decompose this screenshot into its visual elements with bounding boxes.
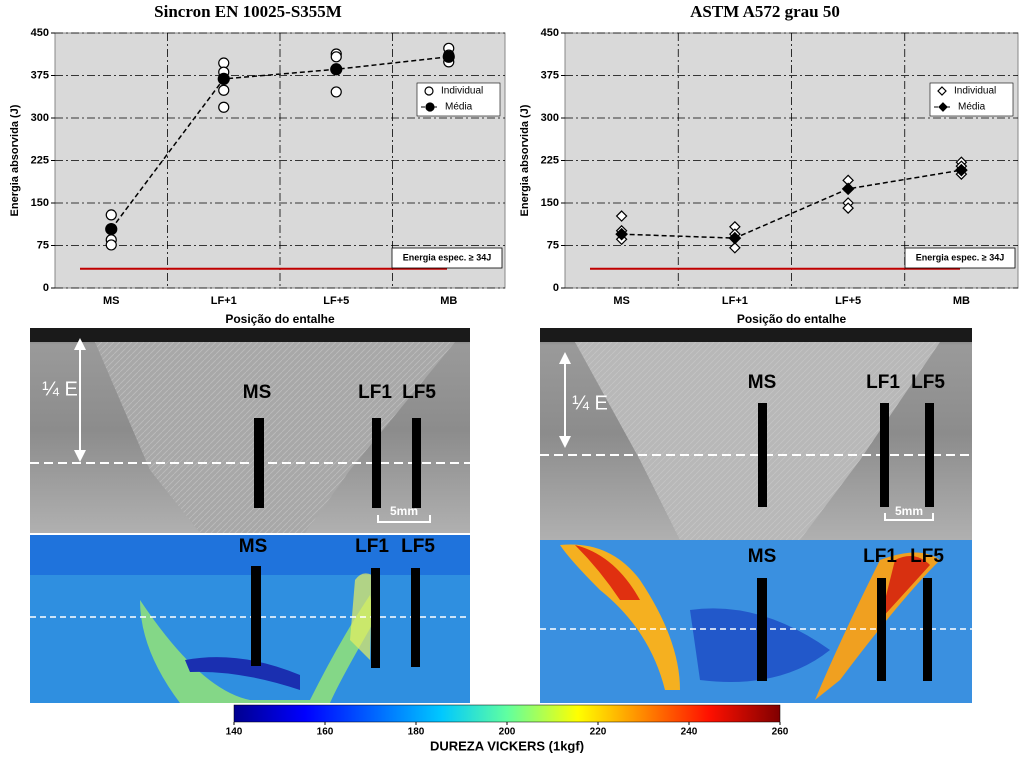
x-tick-label: LF+5 xyxy=(835,295,861,307)
mean-point xyxy=(728,231,742,245)
panel-label: MS xyxy=(243,382,272,403)
x-tick-label: MS xyxy=(613,295,630,307)
x-axis-label: Posição do entalhe xyxy=(737,312,847,326)
y-tick-label: 300 xyxy=(31,112,49,124)
y-tick-label: 300 xyxy=(541,112,559,124)
colorbar-tick-label: 220 xyxy=(590,727,607,738)
individual-point xyxy=(105,239,117,251)
colorbar-tick-label: 180 xyxy=(408,727,425,738)
y-tick-label: 150 xyxy=(31,197,49,209)
threshold-box xyxy=(904,247,1016,269)
y-tick-label: 0 xyxy=(43,282,49,294)
individual-point xyxy=(729,241,741,254)
panel-label: ¼ E xyxy=(572,392,608,414)
threshold-label: Energia espec. ≥ 34J xyxy=(403,252,492,262)
panel-label: LF5 xyxy=(402,382,436,403)
individual-point xyxy=(105,209,117,221)
mean-line xyxy=(621,169,962,239)
y-tick-label: 0 xyxy=(553,282,559,294)
mean-point xyxy=(330,63,343,76)
panel-label: LF5 xyxy=(911,372,945,393)
x-tick-label: LF+1 xyxy=(211,295,237,307)
colorbar-tick-label: 160 xyxy=(317,727,334,738)
legend-marker xyxy=(938,102,948,112)
panel-label: MS xyxy=(748,546,777,567)
y-tick-label: 450 xyxy=(541,27,559,39)
y-tick-label: 150 xyxy=(541,197,559,209)
x-tick-label: MS xyxy=(103,295,120,307)
mean-point xyxy=(217,72,230,86)
individual-point xyxy=(218,84,230,96)
panel-label: MS xyxy=(748,372,777,393)
hardness-map-left xyxy=(30,535,470,703)
legend-label: Individual xyxy=(954,86,996,97)
hardness-map-right xyxy=(540,540,972,703)
threshold-label: Energia espec. ≥ 34J xyxy=(916,252,1005,262)
legend-label: Média xyxy=(958,102,986,113)
y-tick-label: 375 xyxy=(541,69,559,81)
mean-point xyxy=(841,182,855,196)
legend-label: Individual xyxy=(441,86,483,97)
x-tick-label: MB xyxy=(953,295,970,307)
y-axis-label: Energia absorvida (J) xyxy=(9,104,21,216)
colorbar-tick-label: 140 xyxy=(226,727,243,738)
colorbar-tick-label: 240 xyxy=(681,727,698,738)
individual-point xyxy=(218,101,230,113)
panel-label: MS xyxy=(239,536,268,557)
chart-title: ASTM A572 grau 50 xyxy=(690,2,840,21)
colorbar-tick-label: 260 xyxy=(772,727,789,738)
individual-point xyxy=(615,210,628,222)
colorbar-tick-label: 200 xyxy=(499,727,516,738)
mean-point xyxy=(955,163,968,177)
individual-point xyxy=(330,86,342,98)
mean-line xyxy=(110,56,449,230)
y-tick-label: 225 xyxy=(541,154,559,166)
mean-point xyxy=(615,227,628,241)
legend-label: Média xyxy=(445,102,473,113)
y-tick-label: 375 xyxy=(31,69,49,81)
panel-label: LF1 xyxy=(866,372,900,393)
y-axis-label: Energia absorvida (J) xyxy=(519,104,531,216)
legend-marker xyxy=(425,102,435,112)
macrograph-right xyxy=(540,328,972,540)
panel-label: LF5 xyxy=(910,546,944,567)
x-tick-label: MB xyxy=(440,295,457,307)
y-tick-label: 450 xyxy=(31,27,49,39)
mean-point xyxy=(105,222,118,236)
x-axis-label: Posição do entalhe xyxy=(225,312,335,326)
panel-label: ¼ E xyxy=(42,378,78,400)
mean-point xyxy=(442,50,455,63)
individual-point xyxy=(842,202,854,214)
panel-label: LF1 xyxy=(358,382,392,403)
legend-marker xyxy=(424,86,434,96)
macrograph-left xyxy=(30,328,470,533)
y-tick-label: 75 xyxy=(547,239,559,251)
panel-label: LF1 xyxy=(863,546,897,567)
threshold-box xyxy=(391,247,503,269)
x-tick-label: LF+1 xyxy=(722,295,748,307)
individual-point xyxy=(330,51,342,63)
chart-title: Sincron EN 10025-S355M xyxy=(154,2,342,21)
y-tick-label: 75 xyxy=(37,239,49,251)
panel-label: 5mm xyxy=(895,504,923,518)
legend-marker xyxy=(937,86,947,96)
colorbar-label: DUREZA VICKERS (1kgf) xyxy=(430,738,584,753)
panel-label: LF1 xyxy=(355,536,389,557)
panel-label: 5mm xyxy=(390,504,418,518)
panel-label: LF5 xyxy=(401,536,435,557)
x-tick-label: LF+5 xyxy=(323,295,349,307)
y-tick-label: 225 xyxy=(31,154,49,166)
colorbar xyxy=(233,704,781,723)
